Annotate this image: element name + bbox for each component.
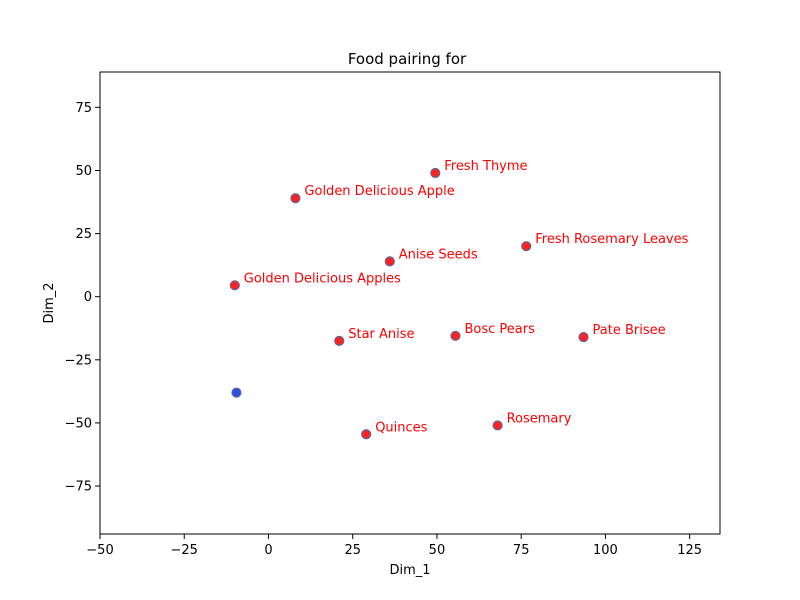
x-axis: −50 −25 0 25 50 75 100 125	[86, 534, 702, 558]
x-tick-label: −50	[86, 543, 113, 558]
plot-marks: Fresh Thyme Golden Delicious Apple Fresh R…	[229, 159, 689, 440]
scatter-point	[578, 331, 589, 343]
x-tick-label: −25	[171, 543, 198, 558]
scatter-point	[521, 241, 532, 252]
scatter-point	[492, 420, 503, 431]
point-label: Fresh Rosemary Leaves	[535, 232, 688, 247]
point-label: Pate Brisee	[593, 323, 666, 338]
scatter-point	[361, 429, 372, 440]
scatter-point	[229, 280, 240, 291]
y-tick-label: 25	[75, 227, 92, 242]
plot-frame	[99, 71, 721, 535]
scatter-point	[430, 167, 441, 179]
y-tick-label: −75	[65, 480, 92, 495]
point-label: Bosc Pears	[464, 322, 535, 337]
point-label: Golden Delicious Apple	[304, 184, 454, 199]
highlighted-point	[231, 387, 242, 398]
y-tick-label: 0	[84, 290, 92, 305]
point-label: Star Anise	[348, 327, 414, 342]
scatter-point	[384, 256, 395, 267]
x-tick-label: 75	[513, 543, 530, 558]
point-label: Fresh Thyme	[444, 159, 527, 174]
y-tick-label: −25	[65, 353, 92, 368]
y-tick-label: −50	[65, 416, 92, 431]
y-axis-label: Dim_2	[42, 282, 57, 323]
y-tick-label: 75	[75, 101, 92, 116]
scatter-point	[334, 335, 345, 346]
point-label: Golden Delicious Apples	[244, 271, 401, 286]
x-tick-label: 50	[429, 543, 446, 558]
x-tick-label: 25	[344, 543, 361, 558]
x-tick-label: 125	[677, 543, 702, 558]
chart-title: Food pairing for	[348, 50, 467, 68]
scatter-point	[290, 193, 301, 204]
point-label: Quinces	[375, 420, 427, 435]
y-axis: −75 −50 −25 0 25 50 75	[65, 101, 100, 495]
point-label: Rosemary	[507, 411, 572, 426]
x-axis-label: Dim_1	[389, 563, 430, 578]
x-tick-label: 0	[264, 543, 272, 558]
y-tick-label: 50	[75, 164, 92, 179]
point-label: Anise Seeds	[399, 247, 478, 262]
scatter-point	[450, 330, 461, 341]
x-tick-label: 100	[593, 543, 618, 558]
